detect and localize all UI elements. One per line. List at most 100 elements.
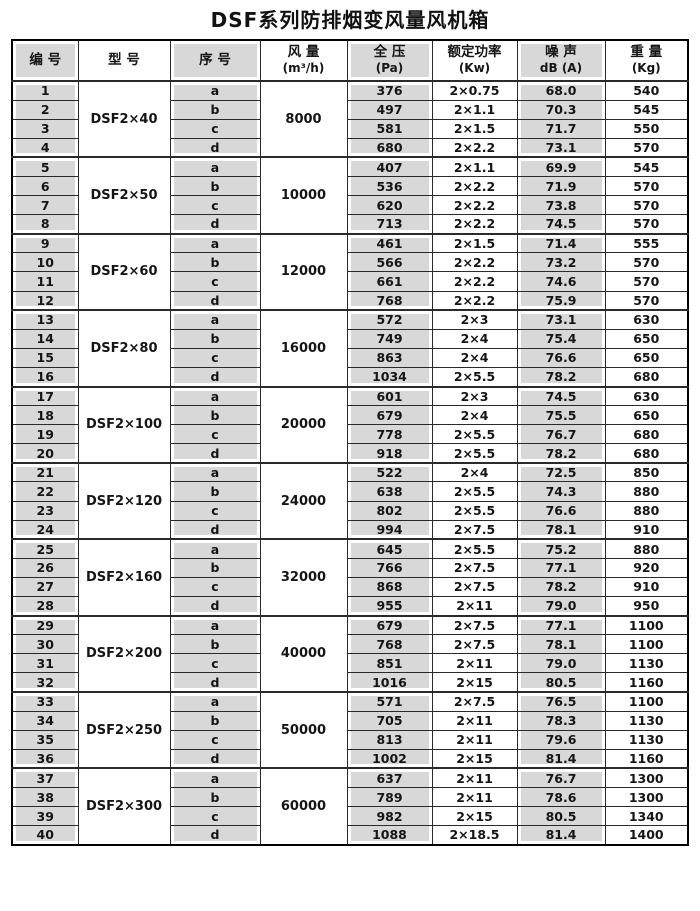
cell-no: 26	[11, 557, 79, 578]
cell-airflow: 24000	[259, 461, 348, 540]
cell-power: 2×1.1	[431, 156, 518, 177]
cell-weight: 555	[604, 232, 689, 254]
cell-no: 40	[11, 825, 79, 846]
cell-power: 2×7.5	[431, 557, 518, 578]
cell-no: 4	[11, 137, 79, 158]
cell-pressure: 637	[346, 767, 433, 788]
cell-seq: d	[169, 519, 261, 540]
cell-pressure: 768	[346, 290, 433, 311]
cell-power: 2×15	[431, 806, 518, 827]
cell-weight: 570	[604, 175, 689, 197]
cell-no: 22	[11, 481, 79, 502]
cell-weight: 570	[604, 271, 689, 292]
cell-noise: 77.1	[516, 557, 606, 578]
cell-seq: a	[169, 385, 261, 407]
cell-noise: 79.6	[516, 729, 606, 750]
cell-seq: c	[169, 347, 261, 368]
cell-pressure: 918	[346, 443, 433, 464]
cell-no: 16	[11, 366, 79, 388]
table-row: 11 c 661 2×2.2 74.6 570	[11, 271, 689, 292]
cell-noise: 75.9	[516, 290, 606, 311]
cell-noise: 76.6	[516, 347, 606, 368]
cell-weight: 680	[604, 366, 689, 388]
table-row: 31 c 851 2×11 79.0 1130	[11, 653, 689, 674]
cell-no: 25	[11, 538, 79, 559]
cell-no: 15	[11, 347, 79, 368]
cell-power: 2×5.5	[431, 500, 518, 521]
cell-pressure: 1088	[346, 825, 433, 846]
col-header-airflow-label: 风 量	[287, 43, 320, 60]
cell-noise: 71.9	[516, 175, 606, 197]
cell-weight: 570	[604, 195, 689, 216]
cell-weight: 680	[604, 443, 689, 464]
cell-noise: 73.1	[516, 309, 606, 330]
cell-power: 2×7.5	[431, 576, 518, 598]
cell-weight: 950	[604, 596, 689, 617]
cell-power: 2×4	[431, 347, 518, 368]
cell-no: 39	[11, 806, 79, 827]
col-header-pressure-label: 全 压	[373, 43, 406, 60]
cell-seq: d	[169, 596, 261, 617]
cell-noise: 74.6	[516, 271, 606, 292]
table-row: 17 DSF2×100 a 20000 601 2×3 74.5 630	[11, 385, 689, 464]
table-row: 3 c 581 2×1.5 71.7 550	[11, 118, 689, 139]
cell-pressure: 778	[346, 424, 433, 445]
cell-noise: 75.4	[516, 328, 606, 349]
col-header-noise-label: 噪 声	[545, 43, 577, 60]
cell-no: 1	[11, 79, 79, 101]
cell-airflow: 20000	[259, 385, 348, 464]
cell-weight: 650	[604, 347, 689, 368]
header-row: 编 号 型 号 序 号 风 量 (m³/h) 全 压 (Pa) 额定功率 (K	[11, 39, 689, 82]
cell-airflow: 50000	[259, 690, 348, 769]
cell-pressure: 863	[346, 347, 433, 368]
cell-no: 13	[11, 309, 79, 330]
table-row: 7 c 620 2×2.2 73.8 570	[11, 195, 689, 216]
col-header-pressure: 全 压 (Pa)	[346, 39, 433, 82]
table-row: 13 DSF2×80 a 16000 572 2×3 73.1 630	[11, 309, 689, 388]
cell-noise: 78.1	[516, 519, 606, 540]
cell-weight: 540	[604, 79, 689, 101]
cell-weight: 630	[604, 385, 689, 407]
cell-weight: 650	[604, 328, 689, 349]
table-row: 32 d 1016 2×15 80.5 1160	[11, 672, 689, 693]
cell-noise: 78.2	[516, 576, 606, 598]
cell-power: 2×18.5	[431, 825, 518, 846]
cell-weight: 550	[604, 118, 689, 139]
cell-power: 2×2.2	[431, 175, 518, 197]
cell-no: 10	[11, 252, 79, 273]
cell-power: 2×1.5	[431, 118, 518, 139]
cell-no: 3	[11, 118, 79, 139]
cell-airflow: 32000	[259, 538, 348, 617]
cell-weight: 910	[604, 519, 689, 540]
table-row: 9 DSF2×60 a 12000 461 2×1.5 71.4 555	[11, 232, 689, 311]
cell-no: 12	[11, 290, 79, 311]
cell-noise: 81.4	[516, 825, 606, 846]
cell-pressure: 802	[346, 500, 433, 521]
cell-no: 21	[11, 461, 79, 483]
cell-power: 2×5.5	[431, 424, 518, 445]
cell-noise: 71.4	[516, 232, 606, 254]
cell-power: 2×11	[431, 786, 518, 808]
cell-no: 20	[11, 443, 79, 464]
cell-pressure: 766	[346, 557, 433, 578]
cell-power: 2×1.1	[431, 99, 518, 120]
cell-noise: 80.5	[516, 806, 606, 827]
cell-seq: b	[169, 405, 261, 426]
cell-power: 2×11	[431, 729, 518, 750]
cell-seq: b	[169, 786, 261, 808]
cell-seq: d	[169, 672, 261, 693]
cell-no: 11	[11, 271, 79, 292]
cell-no: 32	[11, 672, 79, 693]
cell-weight: 850	[604, 461, 689, 483]
cell-power: 2×5.5	[431, 538, 518, 559]
cell-power: 2×11	[431, 767, 518, 788]
cell-airflow: 40000	[259, 614, 348, 693]
cell-weight: 570	[604, 214, 689, 235]
cell-weight: 545	[604, 99, 689, 120]
cell-airflow: 60000	[259, 767, 348, 846]
cell-noise: 72.5	[516, 461, 606, 483]
cell-seq: c	[169, 424, 261, 445]
cell-pressure: 868	[346, 576, 433, 598]
cell-seq: a	[169, 767, 261, 788]
cell-model: DSF2×100	[77, 385, 171, 464]
